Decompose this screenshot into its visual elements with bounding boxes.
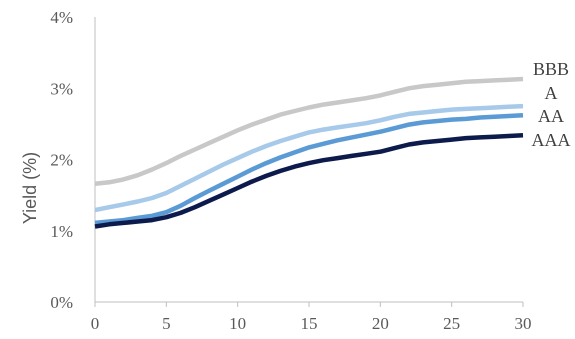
series-label-aaa: AAA <box>532 130 571 150</box>
series-label-a: A <box>545 83 558 103</box>
y-tick-label: 4% <box>50 8 73 27</box>
x-tick-labels: 0 5 10 15 20 25 30 <box>91 314 532 333</box>
series-line-bbb <box>94 76 524 186</box>
y-tick-label: 1% <box>50 222 73 241</box>
axes <box>94 17 524 307</box>
y-tick-label: 3% <box>50 79 73 98</box>
x-tick-label: 5 <box>162 314 171 333</box>
y-tick-labels: 0% 1% 2% 3% 4% <box>50 8 73 312</box>
y-tick-label: 0% <box>50 293 73 312</box>
x-tick-label: 15 <box>301 314 318 333</box>
x-tick-label: 30 <box>515 314 532 333</box>
x-tick-label: 10 <box>229 314 246 333</box>
y-tick-label: 2% <box>50 151 73 170</box>
x-tick-label: 25 <box>443 314 460 333</box>
y-axis-label: Yield (%) <box>20 152 40 224</box>
x-tick-label: 0 <box>91 314 100 333</box>
x-tick-label: 20 <box>372 314 389 333</box>
series-label-bbb: BBB <box>533 59 569 79</box>
series-lines <box>94 76 524 229</box>
series-line-aaa <box>94 133 524 229</box>
series-line-aa <box>94 113 524 226</box>
series-line-a <box>94 103 524 213</box>
series-label-aa: AA <box>538 106 564 126</box>
